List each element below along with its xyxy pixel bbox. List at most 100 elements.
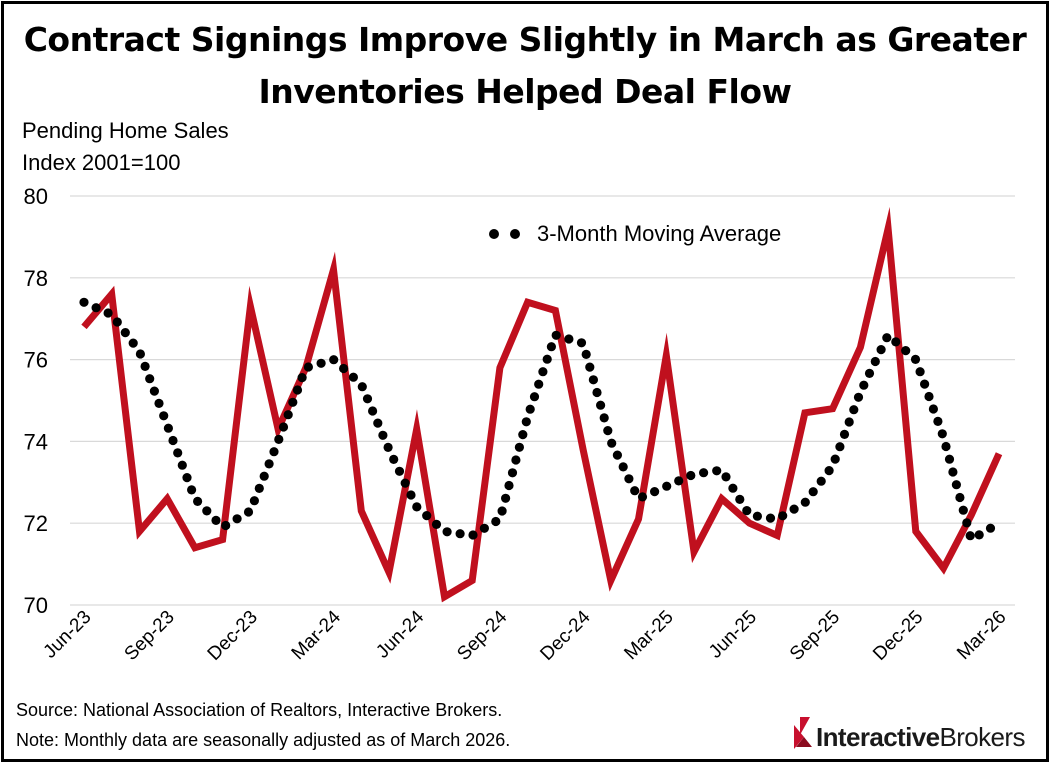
moving-average-dot xyxy=(581,349,591,359)
moving-average-dot xyxy=(534,379,544,389)
y-tick-label: 70 xyxy=(24,593,48,618)
moving-average-dot xyxy=(546,342,557,352)
moving-average-dot xyxy=(292,385,303,395)
moving-average-dot xyxy=(765,513,776,523)
moving-average-dot xyxy=(920,379,930,389)
x-tick-label: Mar-24 xyxy=(288,606,346,664)
moving-average-dot xyxy=(211,515,221,526)
moving-average-dot xyxy=(159,411,169,421)
moving-average-dot xyxy=(243,507,254,517)
moving-average-dot xyxy=(278,422,289,432)
moving-average-dot xyxy=(924,391,934,402)
moving-average-dot xyxy=(91,303,101,313)
data-note: Note: Monthly data are seasonally adjust… xyxy=(16,730,511,750)
chart-title-line2: Inventories Helped Deal Flow xyxy=(258,72,792,111)
moving-average-dot xyxy=(163,423,173,433)
moving-average-dot xyxy=(373,418,383,428)
moving-average-dot xyxy=(974,530,984,540)
moving-average-dot xyxy=(221,520,231,531)
moving-average-dot xyxy=(79,297,89,307)
moving-average-dot xyxy=(816,476,826,486)
moving-average-dot xyxy=(357,382,367,392)
moving-average-dot xyxy=(607,438,617,448)
moving-average-dot xyxy=(378,430,388,440)
x-tick-label: Sep-25 xyxy=(786,607,844,665)
moving-average-dot xyxy=(735,494,745,504)
y-tick-label: 80 xyxy=(24,184,48,209)
moving-average-dot xyxy=(944,454,955,464)
moving-average-dot xyxy=(824,466,834,476)
moving-average-dot xyxy=(501,493,511,503)
moving-average-dot xyxy=(985,523,996,533)
moving-average-dot xyxy=(599,413,609,423)
moving-average-dot xyxy=(844,417,854,427)
legend-marker-dot xyxy=(489,229,499,239)
moving-average-dot xyxy=(394,466,405,476)
x-tick-label: Jun-24 xyxy=(372,606,428,662)
y-tick-label: 76 xyxy=(24,348,48,373)
moving-average-dot xyxy=(288,397,298,407)
moving-average-dot xyxy=(882,333,892,343)
moving-average-dot xyxy=(339,363,349,374)
y-axis-label-line1: Pending Home Sales xyxy=(22,118,229,143)
moving-average-dot xyxy=(455,529,465,539)
interactive-brokers-logo-icon xyxy=(794,717,812,749)
y-tick-label: 72 xyxy=(24,511,48,536)
moving-average-dot xyxy=(297,373,307,383)
moving-average-dot xyxy=(187,485,197,495)
moving-average-dot xyxy=(686,470,696,481)
moving-average-dot xyxy=(955,492,965,503)
moving-average-dot xyxy=(442,527,452,537)
moving-average-dot xyxy=(800,497,810,507)
moving-average-dot xyxy=(962,518,972,528)
moving-average-dot xyxy=(173,448,183,458)
moving-average-dot xyxy=(576,338,587,348)
moving-average-dot xyxy=(699,468,709,478)
moving-average-dot xyxy=(406,490,416,500)
moving-average-dot xyxy=(592,387,602,398)
moving-average-dot xyxy=(721,472,731,482)
moving-average-dot xyxy=(853,392,864,402)
moving-average-dot xyxy=(839,429,850,439)
moving-average-dot xyxy=(254,483,264,493)
moving-average-dot xyxy=(603,426,613,436)
moving-average-dot xyxy=(637,492,648,502)
moving-average-dot xyxy=(650,487,660,497)
x-tick-label: Sep-23 xyxy=(121,607,179,665)
moving-average-dot xyxy=(249,496,259,506)
x-tick-label: Sep-24 xyxy=(453,606,511,664)
moving-average-dot xyxy=(145,374,155,384)
moving-average-dot xyxy=(910,354,921,364)
moving-average-dot xyxy=(514,442,525,452)
moving-average-dot xyxy=(870,356,880,367)
moving-average-dot xyxy=(177,460,187,470)
moving-average-dot xyxy=(521,417,531,427)
moving-average-dot xyxy=(497,506,507,516)
moving-average-dot xyxy=(329,355,339,365)
moving-average-dot xyxy=(948,467,958,477)
moving-average-dot xyxy=(525,404,535,414)
moving-average-dot xyxy=(154,398,164,408)
moving-average-dot xyxy=(283,410,293,420)
moving-average-dot xyxy=(662,481,672,491)
moving-average-dot xyxy=(507,468,518,478)
moving-average-dot xyxy=(728,483,738,493)
moving-average-dot xyxy=(468,530,478,540)
x-tick-label: Mar-26 xyxy=(953,607,1010,664)
moving-average-dot xyxy=(193,496,203,506)
moving-average-dot xyxy=(274,434,284,444)
y-tick-label: 74 xyxy=(24,429,48,454)
moving-average-dot xyxy=(431,519,442,530)
moving-average-dot xyxy=(511,455,521,465)
x-tick-label: Dec-24 xyxy=(536,606,594,664)
legend-label-moving-average: 3-Month Moving Average xyxy=(537,221,781,246)
y-tick-label: 78 xyxy=(24,266,48,291)
moving-average-dot xyxy=(168,435,178,446)
moving-average-dot xyxy=(112,317,122,327)
moving-average-dot xyxy=(835,442,845,452)
moving-average-dot xyxy=(362,394,373,404)
moving-average-dot xyxy=(778,511,788,521)
moving-average-dot xyxy=(529,392,540,402)
